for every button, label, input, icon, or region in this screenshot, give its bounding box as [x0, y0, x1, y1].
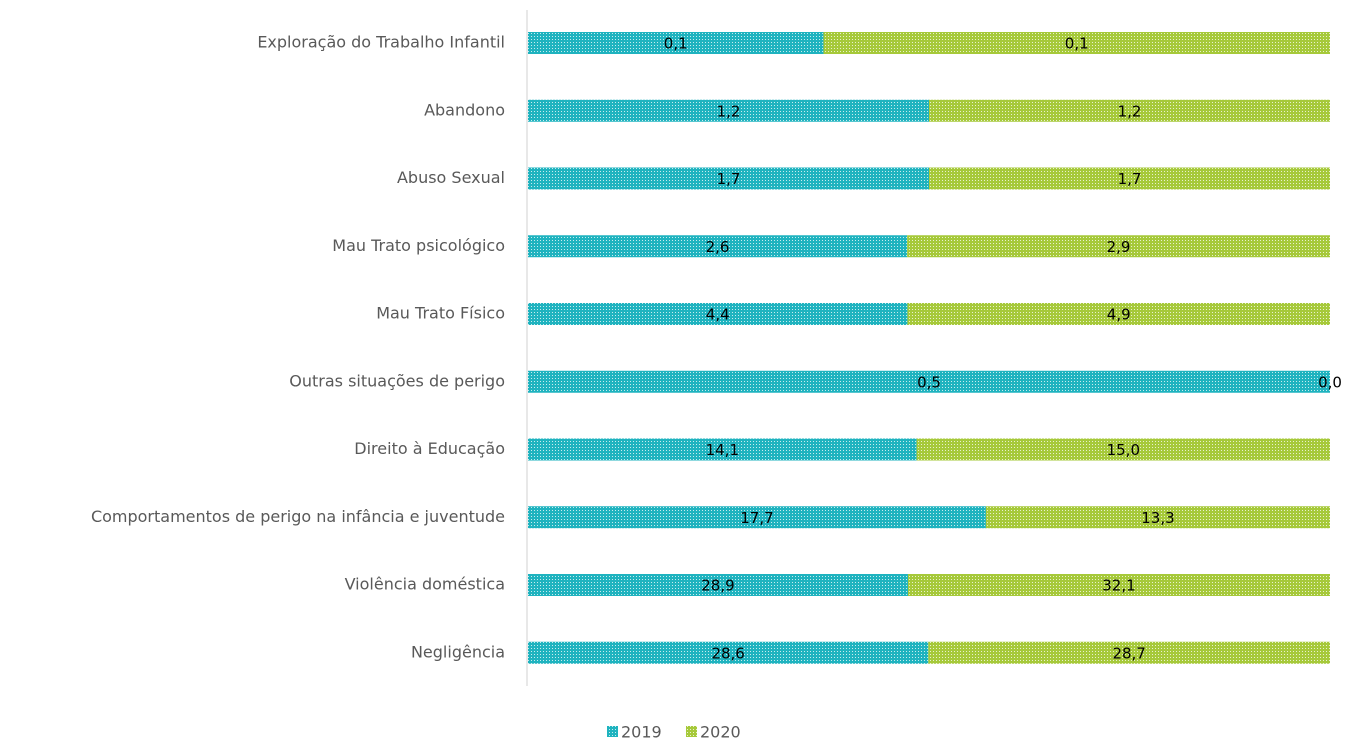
bar-segment [929, 99, 1330, 122]
value-label: 0,1 [1065, 35, 1089, 53]
bar-segment [916, 438, 1330, 461]
bar-segment [528, 641, 929, 664]
category-label: Mau Trato psicológico [332, 236, 505, 255]
value-label: 28,9 [701, 577, 734, 595]
category-label: Exploração do Trabalho Infantil [257, 33, 505, 52]
category-label: Abandono [424, 100, 505, 119]
bar-segment [907, 574, 1330, 596]
category-label: Outras situações de perigo [289, 371, 505, 390]
value-label: 28,6 [711, 644, 744, 662]
bar-segment [907, 235, 1330, 258]
category-label: Negligência [411, 642, 505, 661]
value-label: 15,0 [1107, 441, 1140, 459]
value-label: 1,2 [1118, 102, 1142, 120]
value-label: 2,6 [706, 238, 730, 256]
category-label: Comportamentos de perigo na infância e j… [91, 507, 505, 526]
value-label: 0,1 [664, 35, 688, 53]
category-label: Direito à Educação [354, 439, 505, 458]
bar-segment [907, 303, 1330, 325]
value-label: 32,1 [1102, 577, 1135, 595]
legend-swatch [607, 726, 618, 737]
bar-segment [985, 506, 1330, 529]
bar-segment [528, 574, 908, 596]
value-label: 1,7 [1118, 170, 1142, 188]
bar-segment [528, 235, 908, 258]
value-label: 13,3 [1141, 509, 1174, 527]
value-label: 17,7 [740, 509, 773, 527]
value-label: 4,4 [706, 306, 730, 324]
legend-label: 2019 [621, 723, 662, 742]
category-label: Mau Trato Físico [376, 304, 505, 323]
bar-segment [528, 99, 929, 122]
bar-segment [823, 32, 1330, 54]
value-label: 28,7 [1112, 644, 1145, 662]
legend-swatch [686, 726, 697, 737]
bar-segment [528, 167, 929, 190]
value-label: 14,1 [706, 441, 739, 459]
value-label: 2,9 [1107, 238, 1131, 256]
category-label: Abuso Sexual [397, 168, 505, 187]
bar-segment [528, 32, 824, 54]
value-label: 1,7 [717, 170, 741, 188]
value-label: 1,2 [717, 102, 741, 120]
category-label: Violência doméstica [345, 575, 505, 594]
value-label: 0,0 [1318, 373, 1342, 391]
bar-segment [528, 303, 908, 325]
bar-segment [528, 506, 986, 529]
legend-label: 2020 [700, 723, 741, 742]
value-label: 4,9 [1107, 306, 1131, 324]
value-label: 0,5 [917, 373, 941, 391]
bar-segment [528, 370, 1330, 393]
bar-segment [528, 438, 917, 461]
bar-segment [929, 167, 1330, 190]
bar-segment [928, 641, 1330, 664]
